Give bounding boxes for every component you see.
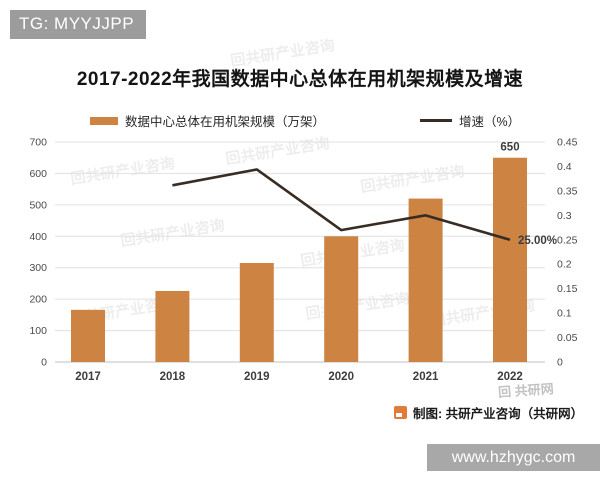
bar-2020 xyxy=(324,236,359,362)
left-axis-tick: 100 xyxy=(29,325,47,337)
bar-2017 xyxy=(71,309,105,362)
x-axis-label-2022: 2022 xyxy=(497,371,523,383)
left-axis-tick: 300 xyxy=(29,262,47,274)
x-axis-label-2021: 2021 xyxy=(413,371,439,383)
x-axis-label-2019: 2019 xyxy=(244,371,270,383)
legend-item-growth: 增速（%） xyxy=(420,111,520,130)
legend-item-racks: 数据中心总体在用机架规模（万架） xyxy=(90,111,325,130)
bar-value-label: 650 xyxy=(500,142,519,154)
attribution-text: 制图: 共研产业咨询（共研网） xyxy=(413,407,584,421)
bar-legend-swatch-icon xyxy=(90,116,118,125)
bar-2019 xyxy=(239,263,274,362)
left-axis-tick: 0 xyxy=(41,357,47,369)
right-axis-tick: 0 xyxy=(557,357,563,369)
bar-2022 xyxy=(493,157,527,362)
bar-2021 xyxy=(408,198,443,362)
right-axis-tick: 0.3 xyxy=(557,210,572,222)
left-axis-tick: 700 xyxy=(29,137,47,149)
x-axis-label-2017: 2017 xyxy=(75,371,101,383)
right-axis-tick: 0.15 xyxy=(557,283,578,295)
left-axis-tick: 200 xyxy=(29,294,47,306)
bar-2018 xyxy=(155,290,190,362)
x-axis-label-2020: 2020 xyxy=(328,371,354,383)
website-url-box: www.hzhygc.com xyxy=(427,444,600,471)
legend-label-growth: 增速（%） xyxy=(459,115,521,129)
right-axis-tick: 0.1 xyxy=(557,308,572,320)
left-axis-tick: 500 xyxy=(29,199,47,211)
line-legend-swatch-icon xyxy=(420,119,452,122)
publisher-logo-icon xyxy=(394,406,407,419)
line-value-label: 25.00% xyxy=(518,235,557,247)
chart-title: 2017-2022年我国数据中心总体在用机架规模及增速 xyxy=(76,69,524,90)
right-axis-tick: 0.45 xyxy=(557,137,578,149)
attribution: 制图: 共研产业咨询（共研网） xyxy=(394,403,583,422)
right-axis-tick: 0.25 xyxy=(557,234,578,246)
growth-line xyxy=(172,168,511,242)
website-url-text: www.hzhygc.com xyxy=(451,448,576,466)
left-axis-tick: 400 xyxy=(29,231,47,243)
right-axis-tick: 0.05 xyxy=(557,332,578,344)
legend-label-racks: 数据中心总体在用机架规模（万架） xyxy=(125,115,326,129)
x-axis-label-2018: 2018 xyxy=(160,371,186,383)
right-axis-tick: 0.35 xyxy=(557,185,578,197)
right-axis-tick: 0.2 xyxy=(557,259,572,271)
telegram-badge: TG: MYYJJPP xyxy=(10,10,147,39)
left-axis-tick: 600 xyxy=(29,168,47,180)
right-axis-tick: 0.4 xyxy=(557,161,572,173)
